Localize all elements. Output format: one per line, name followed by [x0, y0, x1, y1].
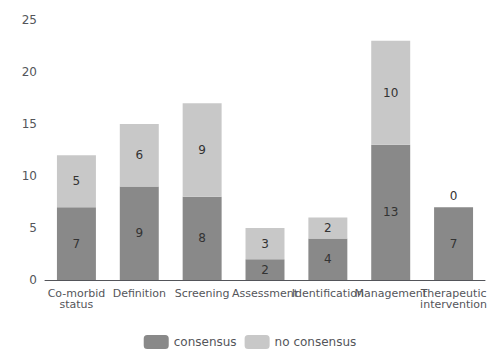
svg-text:7: 7 — [73, 237, 81, 251]
svg-text:5: 5 — [29, 221, 37, 235]
svg-text:10: 10 — [22, 169, 37, 183]
svg-text:2: 2 — [324, 221, 332, 235]
svg-text:Co-morbid: Co-morbid — [47, 287, 106, 300]
svg-text:Screening: Screening — [175, 287, 230, 300]
svg-text:7: 7 — [450, 237, 458, 251]
svg-text:5: 5 — [73, 174, 81, 188]
svg-text:Identification: Identification — [292, 287, 364, 300]
svg-text:10: 10 — [383, 86, 398, 100]
svg-text:status: status — [60, 298, 94, 311]
svg-text:0: 0 — [29, 273, 37, 287]
svg-text:Assessment: Assessment — [232, 287, 299, 300]
svg-text:3: 3 — [261, 237, 269, 251]
svg-text:6: 6 — [135, 148, 143, 162]
svg-text:20: 20 — [22, 65, 37, 79]
svg-text:9: 9 — [198, 143, 206, 157]
svg-text:Therapeutic: Therapeutic — [420, 287, 487, 300]
svg-text:no consensus: no consensus — [275, 335, 357, 349]
svg-text:25: 25 — [22, 13, 37, 27]
svg-text:Definition: Definition — [113, 287, 166, 300]
svg-text:4: 4 — [324, 252, 332, 266]
svg-text:0: 0 — [450, 189, 458, 203]
svg-text:intervention: intervention — [420, 298, 487, 311]
svg-text:15: 15 — [22, 117, 37, 131]
svg-text:8: 8 — [198, 231, 206, 245]
svg-text:13: 13 — [383, 205, 398, 219]
svg-text:2: 2 — [261, 263, 269, 277]
svg-text:consensus: consensus — [174, 335, 237, 349]
svg-text:9: 9 — [135, 226, 143, 240]
svg-text:Management: Management — [354, 287, 427, 300]
